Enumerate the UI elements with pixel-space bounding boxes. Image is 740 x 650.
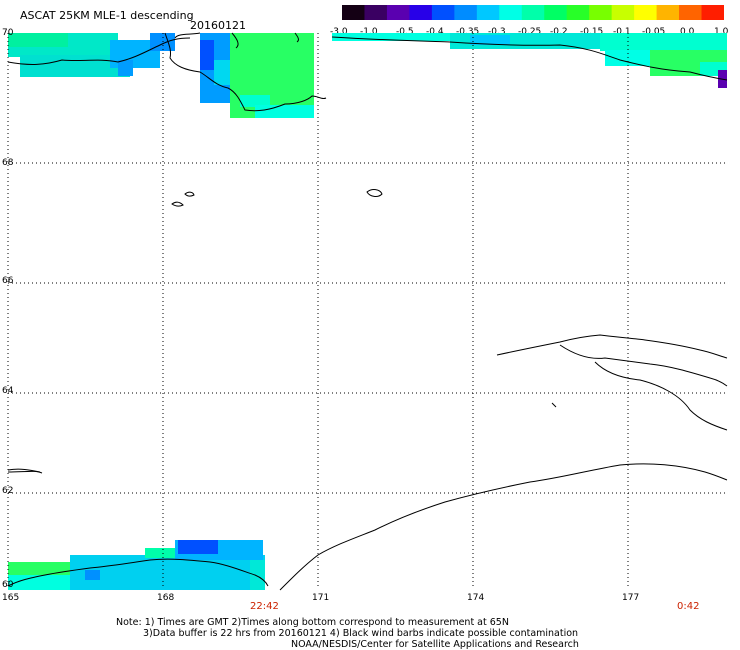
note-line-3: NOAA/NESDIS/Center for Satellite Applica… bbox=[291, 639, 579, 650]
colorbar-swatch bbox=[656, 5, 680, 20]
y-axis-label: 70 bbox=[2, 28, 14, 38]
x-axis-label: 174 bbox=[467, 593, 485, 603]
colorbar-swatch bbox=[679, 5, 703, 20]
grid-lines bbox=[7, 33, 727, 586]
colorbar-swatch bbox=[544, 5, 568, 20]
colorbar-label: -0.15 bbox=[580, 27, 604, 37]
data-swath-top-left bbox=[8, 33, 314, 118]
colorbar-label: -0.2 bbox=[550, 27, 568, 37]
time-label: 22:42 bbox=[250, 601, 279, 612]
colorbar-label: -0.3 bbox=[488, 27, 506, 37]
y-axis-label: 66 bbox=[2, 276, 14, 286]
coastlines bbox=[7, 32, 728, 591]
colorbar bbox=[342, 5, 724, 20]
colorbar-swatch bbox=[431, 5, 455, 20]
x-axis-label: 177 bbox=[622, 593, 640, 603]
y-axis-label: 60 bbox=[2, 580, 14, 590]
colorbar-swatch bbox=[342, 5, 365, 20]
colorbar-label: -0.4 bbox=[426, 27, 444, 37]
colorbar-label: -3.0 bbox=[330, 27, 348, 37]
footer-notes: Note: 1) Times are GMT 2)Times along bot… bbox=[116, 617, 579, 650]
x-axis-label: 165 bbox=[2, 593, 20, 603]
colorbar-label: -0.25 bbox=[518, 27, 542, 37]
note-line-2: 3)Data buffer is 22 hrs from 20160121 4)… bbox=[143, 628, 579, 639]
colorbar-label: -1.0 bbox=[360, 27, 378, 37]
time-label: 0:42 bbox=[677, 601, 700, 612]
colorbar-swatch bbox=[566, 5, 590, 20]
y-axis-label: 64 bbox=[2, 386, 14, 396]
colorbar-swatch bbox=[454, 5, 478, 20]
colorbar-label: -0.5 bbox=[396, 27, 414, 37]
colorbar-swatch bbox=[611, 5, 635, 20]
colorbar-labels: -3.0 -1.0 -0.5 -0.4 -0.35 -0.3 -0.25 -0.… bbox=[330, 27, 740, 39]
data-swath-top-right bbox=[332, 33, 727, 88]
map-date: 20160121 bbox=[190, 19, 246, 32]
colorbar-label: 1.0 bbox=[714, 27, 729, 37]
colorbar-swatch bbox=[634, 5, 658, 20]
map-title: ASCAT 25KM MLE-1 descending bbox=[20, 9, 194, 22]
x-axis-label: 168 bbox=[157, 593, 175, 603]
colorbar-label: -0.35 bbox=[456, 27, 480, 37]
colorbar-swatch bbox=[701, 5, 724, 20]
x-axis-label: 171 bbox=[312, 593, 330, 603]
colorbar-swatch bbox=[476, 5, 500, 20]
y-axis-label: 62 bbox=[2, 486, 14, 496]
colorbar-swatch bbox=[589, 5, 613, 20]
colorbar-swatch bbox=[364, 5, 388, 20]
colorbar-swatch bbox=[521, 5, 545, 20]
colorbar-swatch bbox=[386, 5, 410, 20]
colorbar-swatch bbox=[409, 5, 433, 20]
data-swath-bottom-left bbox=[8, 540, 265, 590]
y-axis-label: 68 bbox=[2, 158, 14, 168]
colorbar-label: -0.05 bbox=[642, 27, 666, 37]
note-line-1: Note: 1) Times are GMT 2)Times along bot… bbox=[116, 617, 509, 628]
colorbar-swatch bbox=[499, 5, 523, 20]
colorbar-label: -0.1 bbox=[613, 27, 631, 37]
colorbar-label: 0.0 bbox=[680, 27, 695, 37]
